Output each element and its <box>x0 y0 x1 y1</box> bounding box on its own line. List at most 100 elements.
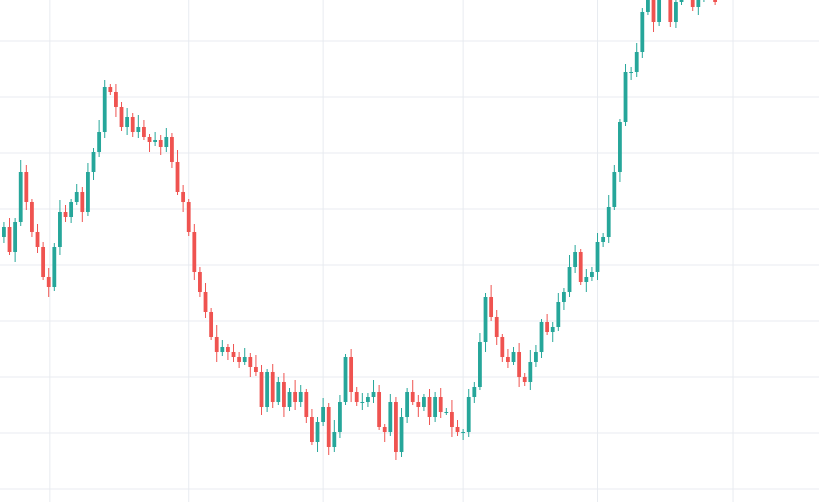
candle-body <box>483 297 488 342</box>
candle-body <box>455 427 460 432</box>
candle-body <box>125 117 130 127</box>
candle-body <box>696 0 701 7</box>
candle-body <box>102 87 107 132</box>
candle-body <box>338 402 342 432</box>
candle-body <box>349 357 354 392</box>
candles <box>2 0 718 460</box>
candle-body <box>2 227 6 237</box>
candle-body <box>651 0 656 22</box>
candle-body <box>360 402 365 403</box>
candle-body <box>287 392 292 407</box>
candle-body <box>629 72 634 73</box>
candle-body <box>690 0 695 7</box>
candle-body <box>562 292 566 302</box>
candle-body <box>506 357 510 362</box>
candle-body <box>466 397 471 432</box>
candle-body <box>461 432 466 433</box>
candle-body <box>618 122 622 172</box>
candle-body <box>181 192 186 202</box>
candle-body <box>304 392 309 417</box>
candle-body <box>30 202 34 232</box>
candle-body <box>63 212 68 217</box>
candle-body <box>214 337 219 352</box>
candle-body <box>170 137 174 162</box>
candle-body <box>91 152 96 172</box>
candle-body <box>450 412 454 427</box>
candle-body <box>601 237 606 242</box>
candle-body <box>511 352 516 362</box>
candle-body <box>276 382 281 402</box>
candle-body <box>298 392 303 402</box>
candle-body <box>550 327 555 332</box>
candle-body <box>321 407 326 422</box>
candle-body <box>354 392 359 402</box>
candle-body <box>209 312 214 337</box>
candle-body <box>41 247 46 277</box>
candle-body <box>584 277 589 282</box>
candle-body <box>668 0 673 22</box>
candle-body <box>371 392 376 397</box>
candle-body <box>388 402 393 432</box>
candle-body <box>472 387 477 397</box>
candle-body <box>416 402 421 407</box>
candle-body <box>405 392 410 417</box>
candle-body <box>226 347 230 352</box>
candle-body <box>332 432 337 447</box>
candle-body <box>590 272 594 277</box>
candle-body <box>657 0 662 22</box>
candle-body <box>108 87 113 92</box>
candle-body <box>175 162 180 192</box>
candle-body <box>136 127 141 132</box>
candle-body <box>573 252 578 267</box>
candle-body <box>254 367 258 372</box>
candle-body <box>394 402 398 452</box>
candle-body <box>86 172 90 212</box>
candle-body <box>606 207 611 237</box>
candle-body <box>326 407 331 447</box>
candle-body <box>539 322 544 352</box>
candle-body <box>74 192 79 202</box>
candle-body <box>399 417 404 452</box>
candle-body <box>310 417 314 442</box>
candle-body <box>164 137 169 147</box>
candle-body <box>35 232 40 247</box>
candle-body <box>7 227 12 252</box>
candle-body <box>444 412 449 413</box>
candle-body <box>567 267 572 292</box>
candle-body <box>646 0 650 12</box>
candle-body <box>556 302 561 327</box>
candle-body <box>545 322 550 332</box>
candle-body <box>242 357 247 362</box>
candle-body <box>427 397 432 417</box>
candle-body <box>97 132 102 152</box>
candle-body <box>522 377 527 382</box>
candle-body <box>158 140 163 147</box>
candle-body <box>500 337 505 357</box>
candle-body <box>293 392 298 402</box>
candle-body <box>114 92 118 107</box>
candle-body <box>18 172 23 222</box>
candle-body <box>220 347 225 352</box>
candle-body <box>231 352 236 357</box>
candle-body <box>153 140 158 142</box>
candle-body <box>198 272 202 292</box>
candle-body <box>578 252 583 282</box>
candle-body <box>315 422 320 442</box>
candle-body <box>438 397 443 412</box>
candle-body <box>382 427 387 432</box>
candle-body <box>142 127 146 137</box>
candle-body <box>119 107 124 127</box>
candle-body <box>517 352 522 377</box>
candle-body <box>422 397 426 407</box>
candle-body <box>674 2 678 22</box>
candle-body <box>46 277 51 287</box>
candle-body <box>24 172 29 202</box>
candle-body <box>13 222 18 252</box>
candle-body <box>528 362 533 382</box>
candle-body <box>534 352 538 362</box>
candle-body <box>494 317 499 337</box>
candle-body <box>478 342 482 387</box>
candle-body <box>192 232 197 272</box>
